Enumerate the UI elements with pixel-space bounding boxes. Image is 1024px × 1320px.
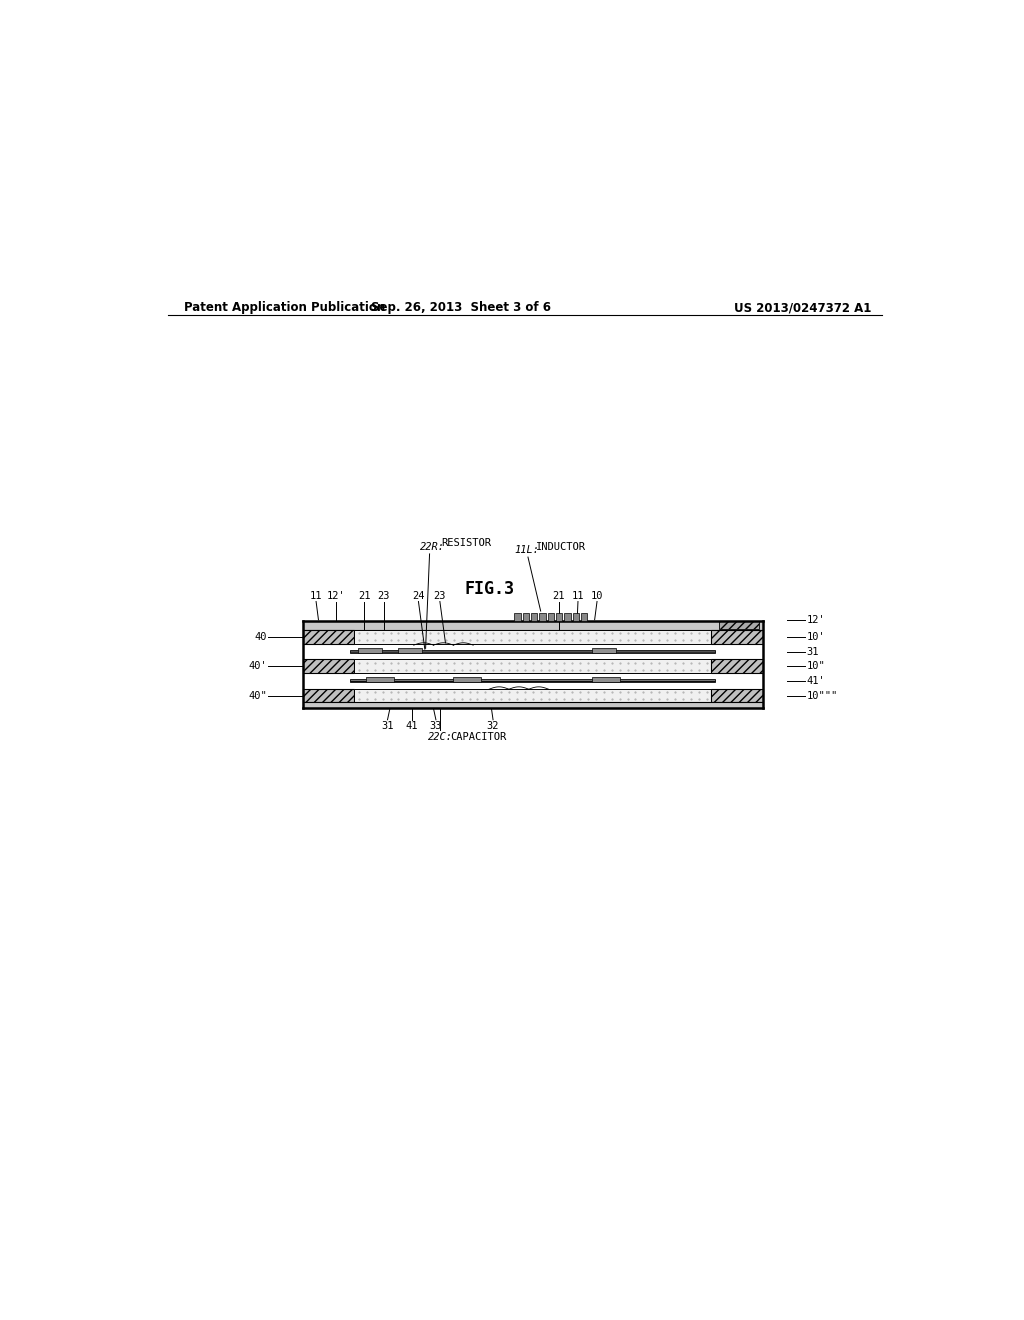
Text: 10": 10" [807,661,825,671]
Bar [354,689,712,702]
Text: Patent Application Publication: Patent Application Publication [183,301,385,314]
Text: 33: 33 [430,721,442,730]
Text: 23: 23 [433,591,446,601]
Bar [548,612,554,620]
Bar [303,630,354,644]
Text: 23: 23 [377,591,390,601]
Bar [719,620,759,630]
Text: US 2013/0247372 A1: US 2013/0247372 A1 [734,301,871,314]
Text: RESISTOR: RESISTOR [441,537,492,548]
Bar [564,612,570,620]
Bar [531,612,538,620]
Text: 12': 12' [327,591,345,601]
Bar [592,677,621,682]
Bar [454,677,481,682]
Text: 24: 24 [413,591,425,601]
Bar [556,612,562,620]
Text: 10': 10' [807,632,825,642]
Text: 21: 21 [553,591,565,601]
Text: Sep. 26, 2013  Sheet 3 of 6: Sep. 26, 2013 Sheet 3 of 6 [372,301,551,314]
Bar [303,689,354,702]
Text: 40": 40" [248,690,267,701]
Bar [712,689,763,702]
Text: FIG.3: FIG.3 [464,579,514,598]
Bar [514,612,521,620]
Bar [354,660,712,673]
Text: 21: 21 [358,591,371,601]
Bar [303,702,763,708]
Text: INDUCTOR: INDUCTOR [536,541,586,552]
Bar [397,648,422,653]
Text: 11L:: 11L: [514,545,540,556]
Text: 31: 31 [807,647,819,656]
Text: 10: 10 [591,591,603,601]
Bar [303,620,763,630]
Bar [712,630,763,644]
Text: 10""": 10""" [807,690,838,701]
Text: 11: 11 [571,591,585,601]
Text: 40: 40 [254,632,267,642]
Bar [350,680,716,682]
Bar [358,648,382,653]
Bar [540,612,546,620]
Text: 11: 11 [310,591,323,601]
Text: CAPACITOR: CAPACITOR [451,731,507,742]
Bar [592,648,616,653]
Bar [582,612,588,620]
Text: 12': 12' [807,615,825,624]
Bar [303,660,354,673]
Bar [712,660,763,673]
Text: 41: 41 [406,721,419,730]
Text: 22R:: 22R: [420,543,445,552]
Bar [354,630,712,644]
Bar [350,649,716,653]
Text: 41': 41' [807,676,825,686]
Bar [367,677,394,682]
Text: 40': 40' [248,661,267,671]
Text: 31: 31 [381,721,394,730]
Text: 22C:: 22C: [428,731,453,742]
Bar [572,612,580,620]
Text: 32: 32 [486,721,500,730]
Bar [523,612,529,620]
